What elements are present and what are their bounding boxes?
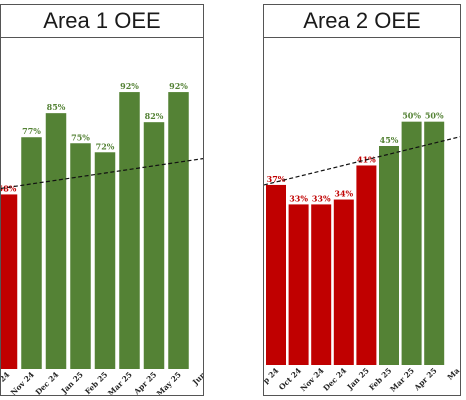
area1-data-label-6: 82% xyxy=(145,111,164,121)
area1-trendline xyxy=(1,157,203,189)
area1-bar-3 xyxy=(70,143,91,369)
area1-x-tick-3: Jan 25 xyxy=(59,370,85,396)
area2-data-label-7: 50% xyxy=(425,111,444,121)
area2-data-label-6: 50% xyxy=(402,111,421,121)
area2-data-label-2: 33% xyxy=(312,193,331,203)
area2-data-label-5: 45% xyxy=(380,135,399,145)
area2-bar-7 xyxy=(424,121,445,366)
area2-x-tick-0: p 24 xyxy=(264,366,280,385)
area1-x-tick-7: May 25 xyxy=(155,370,183,396)
area1-x-tick-1: Nov 24 xyxy=(9,370,36,396)
area1-data-label-4: 72% xyxy=(96,141,115,151)
area1-bar-0 xyxy=(1,194,18,369)
area1-bar-7 xyxy=(168,92,189,369)
area2-x-tick-6: Mar 25 xyxy=(388,366,416,394)
area2-bar-6 xyxy=(401,121,422,366)
area2-x-tick-3: Dec 24 xyxy=(321,366,348,393)
area1-chart-panel: Area 1 OEE 58% 77% 85% 75% 72% 92% 82% 92% t 24N… xyxy=(0,4,204,396)
area1-bar-6 xyxy=(143,122,165,370)
area1-data-label-1: 77% xyxy=(22,126,41,136)
area2-bar-2 xyxy=(311,204,332,365)
area1-x-tick-2: Dec 24 xyxy=(34,370,61,396)
area2-bar-5 xyxy=(379,146,399,365)
area2-bar-3 xyxy=(333,199,354,365)
area2-x-tick-4: Jan 25 xyxy=(345,366,371,392)
area1-x-tick-5: Mar 25 xyxy=(106,370,134,396)
area1-bar-1 xyxy=(21,137,42,369)
area2-trendline xyxy=(264,136,460,186)
area2-bar-4 xyxy=(356,165,377,365)
area1-bar-5 xyxy=(119,92,140,369)
area1-data-label-0: 58% xyxy=(1,183,17,193)
area2-x-tick-8: Ma xyxy=(446,366,461,382)
area1-data-label-7: 92% xyxy=(169,81,188,91)
area1-bar-4 xyxy=(94,152,116,369)
area2-data-label-3: 34% xyxy=(334,189,353,199)
area1-chart-title: Area 1 OEE xyxy=(0,4,204,38)
area1-x-tick-4: Feb 25 xyxy=(83,370,109,396)
area1-data-label-5: 92% xyxy=(120,81,139,91)
area1-data-label-2: 85% xyxy=(47,102,66,112)
area1-bar-2 xyxy=(45,113,67,370)
area1-x-tick-8: Jun xyxy=(190,370,204,388)
area2-chart-panel: Area 2 OEE 37%33%33%34%41%45%50%50%p 24O… xyxy=(263,4,461,396)
area1-x-tick-0: t 24 xyxy=(1,370,11,388)
area2-x-tick-7: Apr 25 xyxy=(412,366,439,393)
area2-bar-0 xyxy=(266,184,286,365)
area2-data-label-0: 37% xyxy=(267,174,286,184)
area2-chart-title: Area 2 OEE xyxy=(263,4,461,38)
area2-x-tick-2: Nov 24 xyxy=(299,366,326,393)
area1-data-label-3: 75% xyxy=(71,132,90,142)
area2-data-label-1: 33% xyxy=(289,193,308,203)
area2-bar-1 xyxy=(288,204,309,365)
